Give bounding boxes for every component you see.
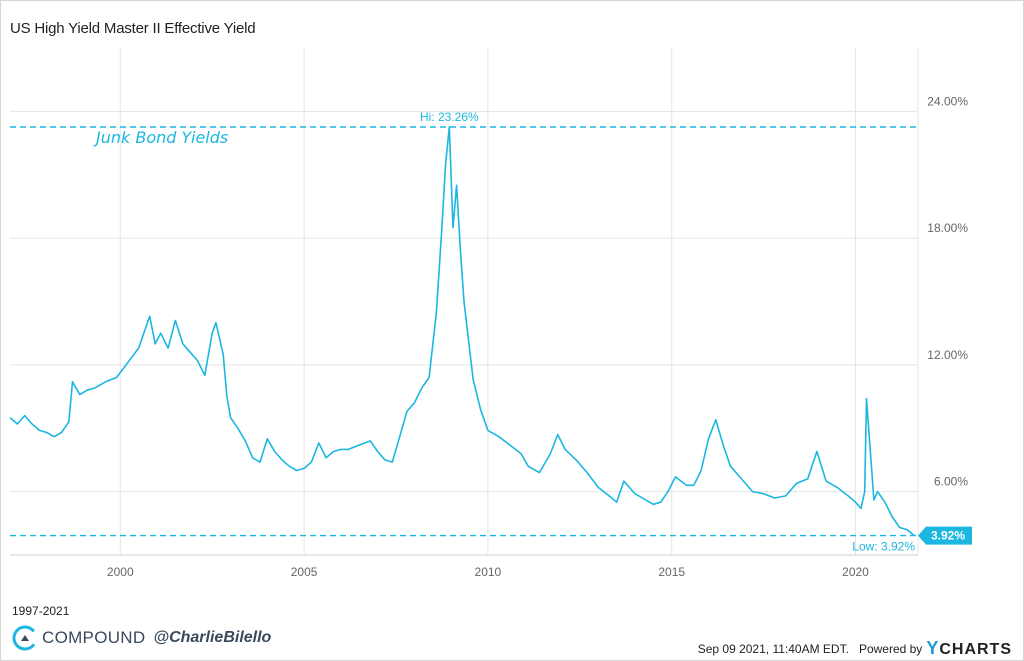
timestamp: Sep 09 2021, 11:40AM EDT. xyxy=(697,641,849,656)
x-tick-label: 2020 xyxy=(842,565,869,579)
y-tick-label: 24.00% xyxy=(927,94,968,108)
y-tick-label: 12.00% xyxy=(927,348,968,362)
hi-label: Hi: 23.26% xyxy=(420,110,479,124)
ycharts-logo-rest: CHARTS xyxy=(939,641,1012,658)
y-tick-label: 18.00% xyxy=(927,221,968,235)
date-range-label: 1997-2021 xyxy=(12,604,70,618)
ycharts-logo-y: Y xyxy=(926,638,940,658)
brand-handle[interactable]: @CharlieBilello xyxy=(153,629,272,646)
reference-lines xyxy=(10,126,918,537)
low-label: Low: 3.92% xyxy=(852,540,915,554)
series-line xyxy=(9,126,915,537)
page-title: US High Yield Master II Effective Yield xyxy=(10,20,256,37)
x-tick-label: 2005 xyxy=(291,565,318,579)
ycharts-logo[interactable]: YCHARTS xyxy=(926,638,1012,659)
grid-layer xyxy=(10,48,919,556)
last-value-text: 3.92% xyxy=(931,529,965,543)
x-tick-label: 2000 xyxy=(107,565,134,579)
compound-brand[interactable]: COMPOUND @CharlieBilello xyxy=(12,623,271,653)
compound-c-logo-icon xyxy=(12,625,38,651)
x-tick-label: 2010 xyxy=(475,565,502,579)
footer-credits: Sep 09 2021, 11:40AM EDT. Powered by YCH… xyxy=(698,638,1012,659)
y-tick-label: 6.00% xyxy=(934,475,968,489)
x-tick-label: 2015 xyxy=(658,565,685,579)
last-value-badge xyxy=(918,526,972,545)
label-layer: 6.00% 12.00% 18.00% 24.00% 2000 2005 2010 2015 2… xyxy=(93,94,972,579)
junk-bond-annotation: Junk Bond Yields xyxy=(93,128,228,147)
powered-by-label: Powered by xyxy=(858,641,923,656)
brand-name: COMPOUND xyxy=(42,628,146,647)
